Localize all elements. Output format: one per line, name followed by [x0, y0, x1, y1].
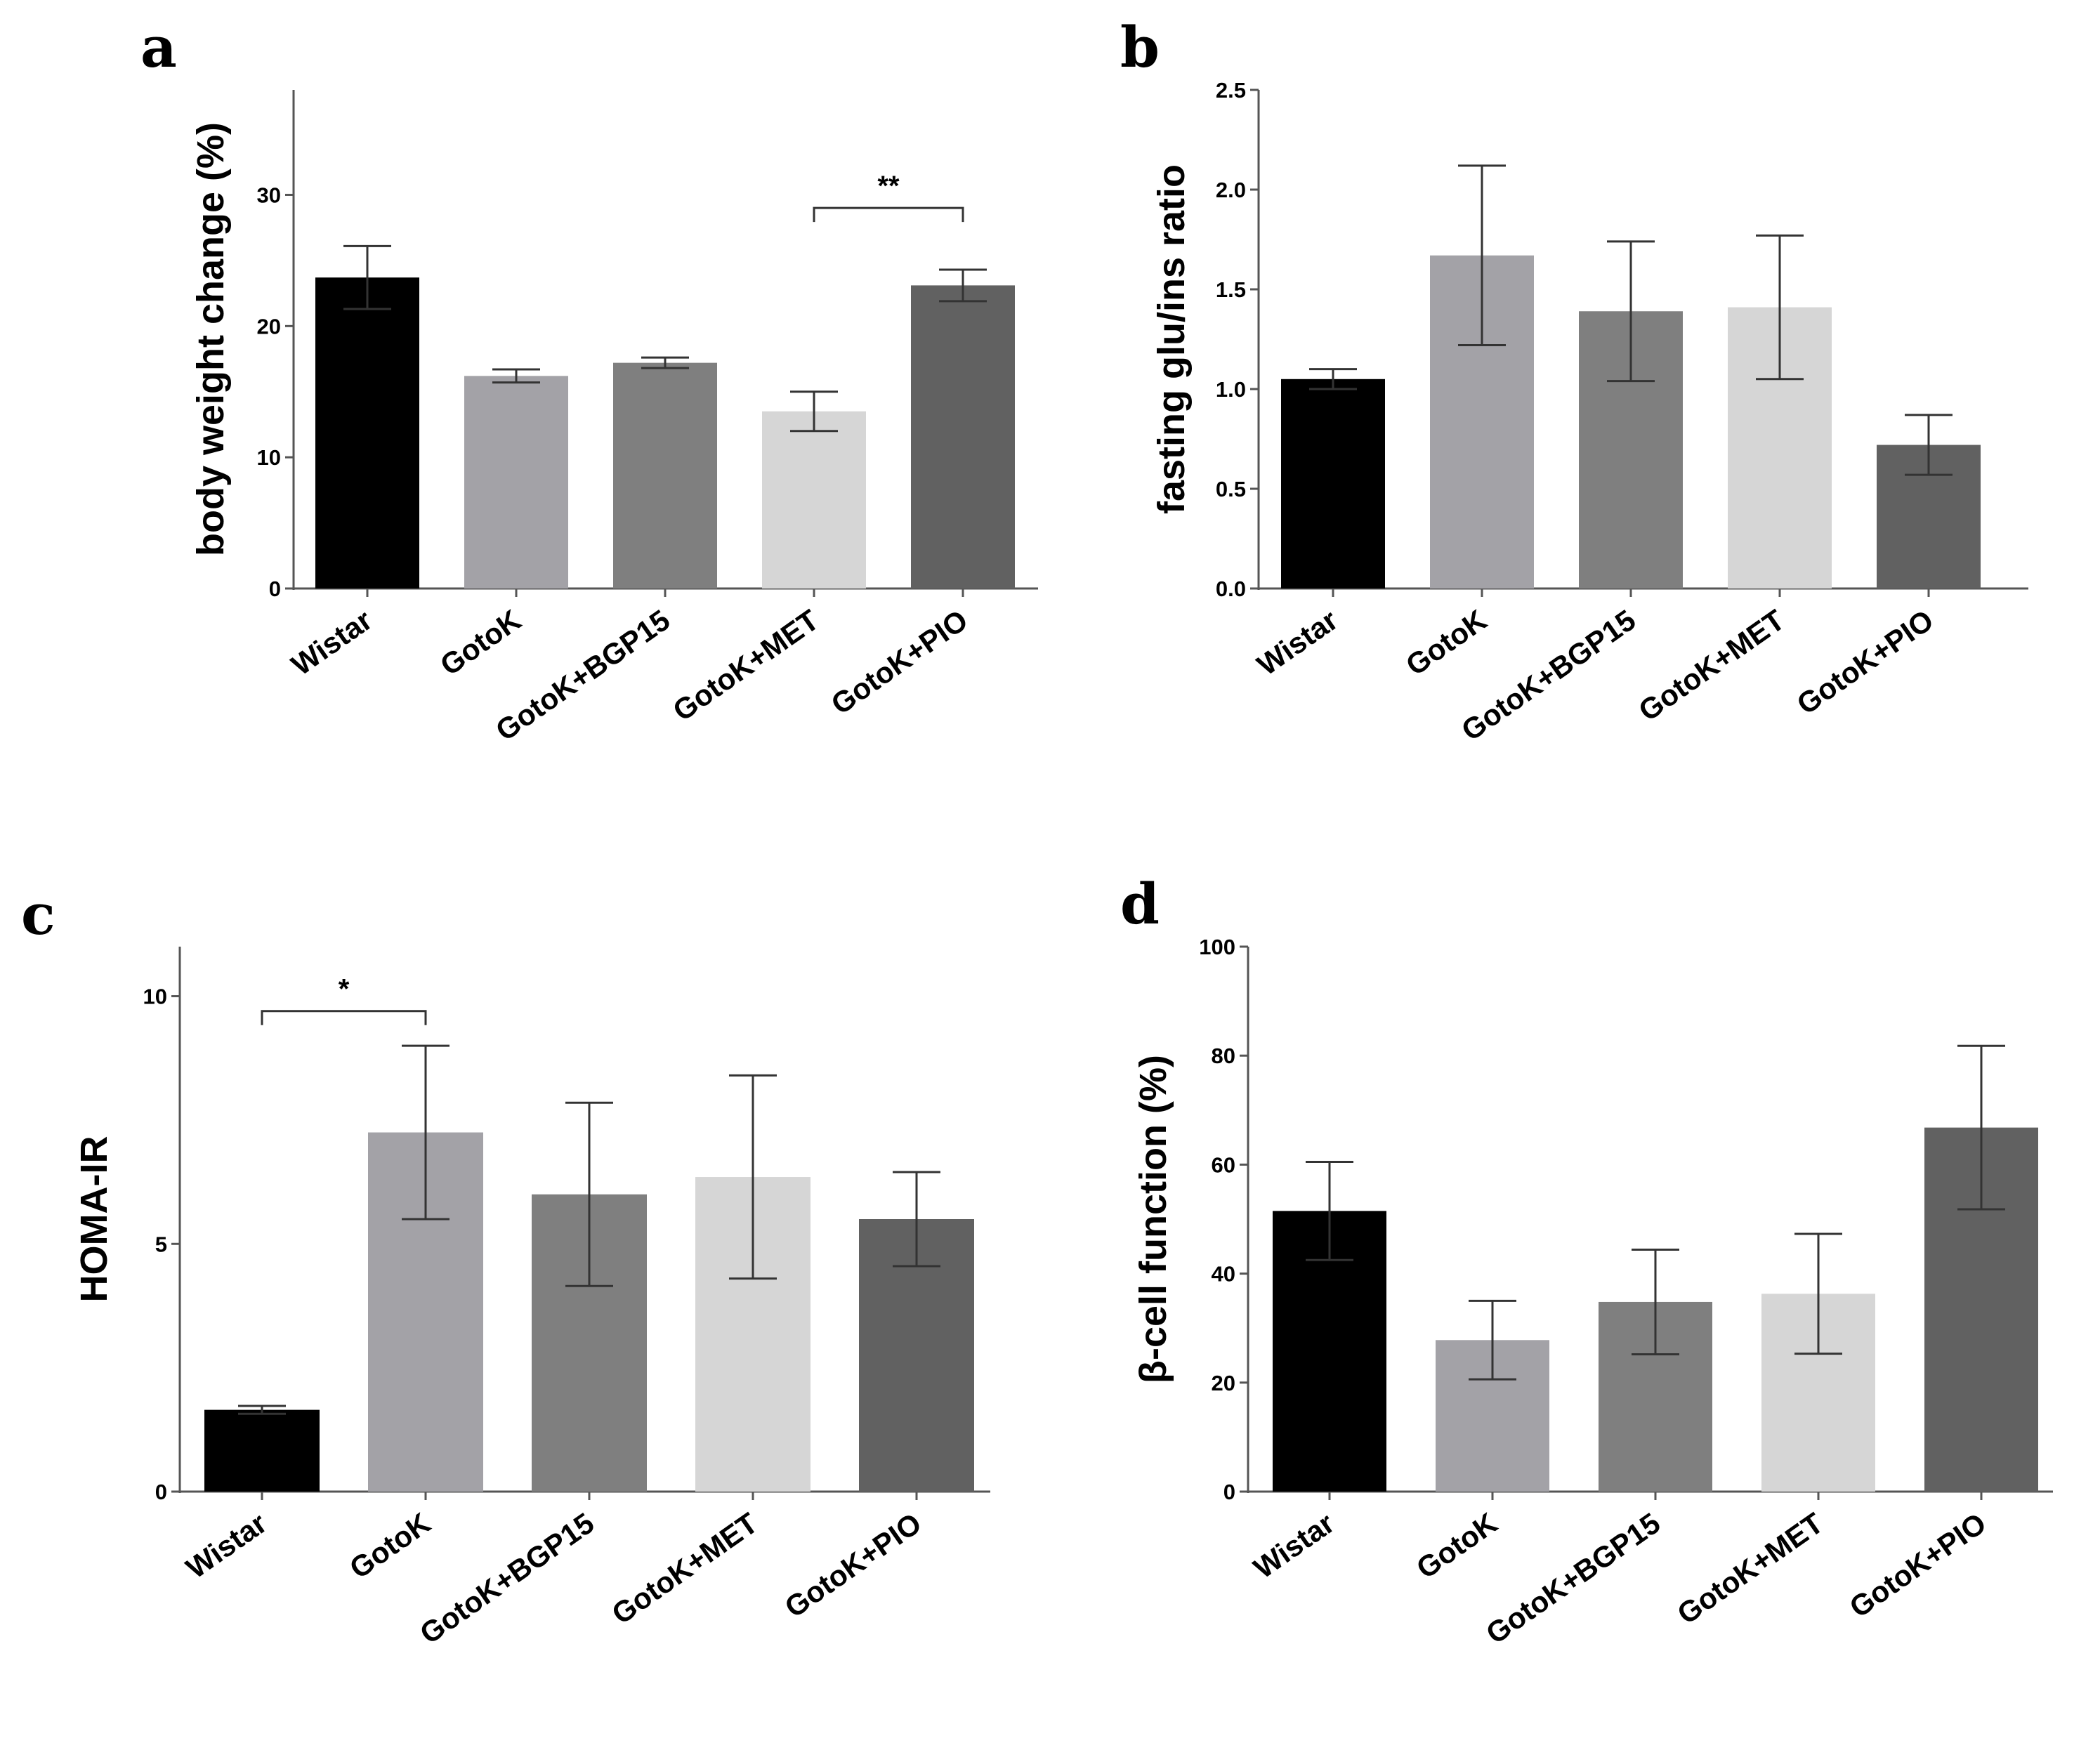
y-tick-label: 10 [143, 985, 167, 1009]
y-tick-label: 80 [1212, 1044, 1235, 1068]
x-category-label: GotoK+PIO [1791, 603, 1939, 721]
y-tick-label: 100 [1199, 935, 1235, 959]
y-axis-title: fasting glu/ins ratio [1150, 164, 1193, 514]
y-tick-label: 20 [257, 314, 281, 338]
y-tick-label: 2.5 [1216, 78, 1246, 103]
y-tick-label: 0 [269, 577, 281, 601]
bar-GotoK+BGP15 [613, 362, 717, 588]
x-category-label: Wistar [1247, 1506, 1340, 1585]
y-axis-title: body weight change (%) [190, 122, 232, 556]
significance-bracket [261, 1010, 427, 1025]
y-tick-label: 40 [1212, 1262, 1235, 1287]
y-tick-label: 0.5 [1216, 477, 1246, 501]
y-tick-label: 1.0 [1216, 377, 1246, 402]
x-category-label: GotoK+BGP15 [1480, 1506, 1666, 1650]
charts: 0 10 20 30 body weight change (%) Wistar GotoK… [73, 78, 2053, 1650]
x-category-label: GotoK+MET [1671, 1506, 1829, 1631]
bar-Wistar [315, 277, 419, 588]
bar-Wistar [204, 1409, 320, 1492]
x-category-label: GotoK [1400, 603, 1492, 682]
bar-GotoK+MET [762, 411, 866, 588]
panel-letter-d: d [1120, 871, 1160, 937]
x-category-label: GotoK+PIO [779, 1506, 927, 1624]
x-category-label: GotoK+BGP15 [414, 1506, 600, 1650]
panel-letter-a: a [140, 14, 177, 80]
x-category-label: Wistar [285, 603, 378, 682]
chart-panel-b: 0.0 0.5 1.0 1.5 2.0 2.5 fasting glu/ins ratio W… [1150, 78, 2028, 747]
significance-label: * [339, 974, 350, 1005]
y-tick-label: 0 [155, 1480, 167, 1504]
y-axis-title: HOMA-IR [73, 1136, 115, 1303]
chart-panel-d: 0 20 40 60 80 100 β-cell function (%) Wistar Got… [1132, 935, 2053, 1650]
y-tick-label: 0 [1223, 1480, 1235, 1504]
y-tick-label: 30 [257, 183, 281, 207]
x-category-label: Wistar [1251, 603, 1344, 682]
panel-letter-c: c [21, 881, 55, 947]
y-tick-label: 0.0 [1216, 577, 1246, 601]
x-category-label: GotoK [1410, 1506, 1503, 1585]
x-category-label: GotoK+MET [605, 1506, 763, 1631]
y-tick-label: 2.0 [1216, 178, 1246, 202]
x-category-label: GotoK+PIO [1844, 1506, 1992, 1624]
x-category-label: Wistar [180, 1506, 273, 1585]
y-axis-title: β-cell function (%) [1132, 1055, 1174, 1383]
y-tick-label: 60 [1212, 1152, 1235, 1177]
x-category-label: GotoK+MET [667, 603, 825, 728]
x-category-label: GotoK+MET [1632, 603, 1790, 728]
bar-Wistar [1281, 379, 1385, 588]
bar-GotoK+PIO [911, 285, 1015, 588]
y-tick-label: 1.5 [1216, 277, 1246, 302]
x-category-label: GotoK [434, 603, 527, 682]
x-category-label: GotoK [343, 1506, 436, 1585]
x-category-label: GotoK+PIO [825, 603, 973, 721]
y-tick-label: 10 [257, 445, 281, 470]
y-tick-label: 20 [1212, 1371, 1235, 1395]
y-tick-label: 5 [155, 1232, 167, 1256]
significance-label: ** [877, 171, 900, 202]
panel-letter-b: b [1120, 14, 1160, 80]
chart-panel-a: 0 10 20 30 body weight change (%) Wistar GotoK… [190, 90, 1038, 747]
bar-GotoK [464, 376, 568, 588]
significance-bracket [813, 206, 964, 223]
